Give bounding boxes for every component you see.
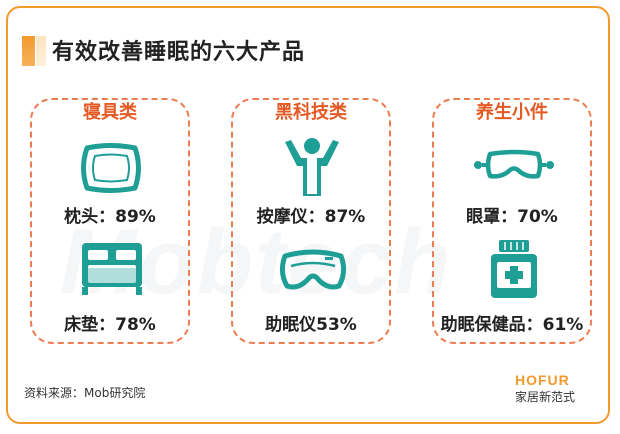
brand-logo: HOFUR 家居新范式 xyxy=(515,372,575,405)
category-card-tech: 黑科技类 按摩仪：87% 助眠仪53% xyxy=(231,98,391,344)
title-accent-bar-light xyxy=(36,36,46,66)
item-label: 助眠保健品：61% xyxy=(440,315,584,335)
brand-name: HOFUR xyxy=(515,372,570,388)
item-label: 眼罩：70% xyxy=(466,207,558,227)
item-label: 床垫：78% xyxy=(64,315,156,335)
sleep-goggles-icon xyxy=(279,249,347,290)
eye-mask-icon xyxy=(474,149,554,179)
pillow-icon xyxy=(81,143,141,193)
page-title: 有效改善睡眠的六大产品 xyxy=(52,40,306,65)
medicine-bottle-icon xyxy=(491,240,537,298)
category-heading: 养生小件 xyxy=(434,98,590,124)
category-heading: 黑科技类 xyxy=(233,98,389,124)
bed-icon xyxy=(82,243,142,295)
title-accent-bar xyxy=(22,36,35,66)
infographic-frame xyxy=(6,6,610,424)
category-card-bedding: 寝具类 枕头：89% 床垫：78% xyxy=(30,98,190,344)
item-label: 助眠仪53% xyxy=(265,315,357,335)
item-label: 枕头：89% xyxy=(64,207,156,227)
category-heading: 寝具类 xyxy=(32,98,188,124)
source-note: 资料来源：Mob研究院 xyxy=(24,386,146,400)
massager-icon xyxy=(285,138,339,196)
brand-slogan: 家居新范式 xyxy=(515,390,576,404)
item-label: 按摩仪：87% xyxy=(256,207,366,227)
category-card-wellness: 养生小件 眼罩：70% 助眠保健品：61% xyxy=(432,98,592,344)
